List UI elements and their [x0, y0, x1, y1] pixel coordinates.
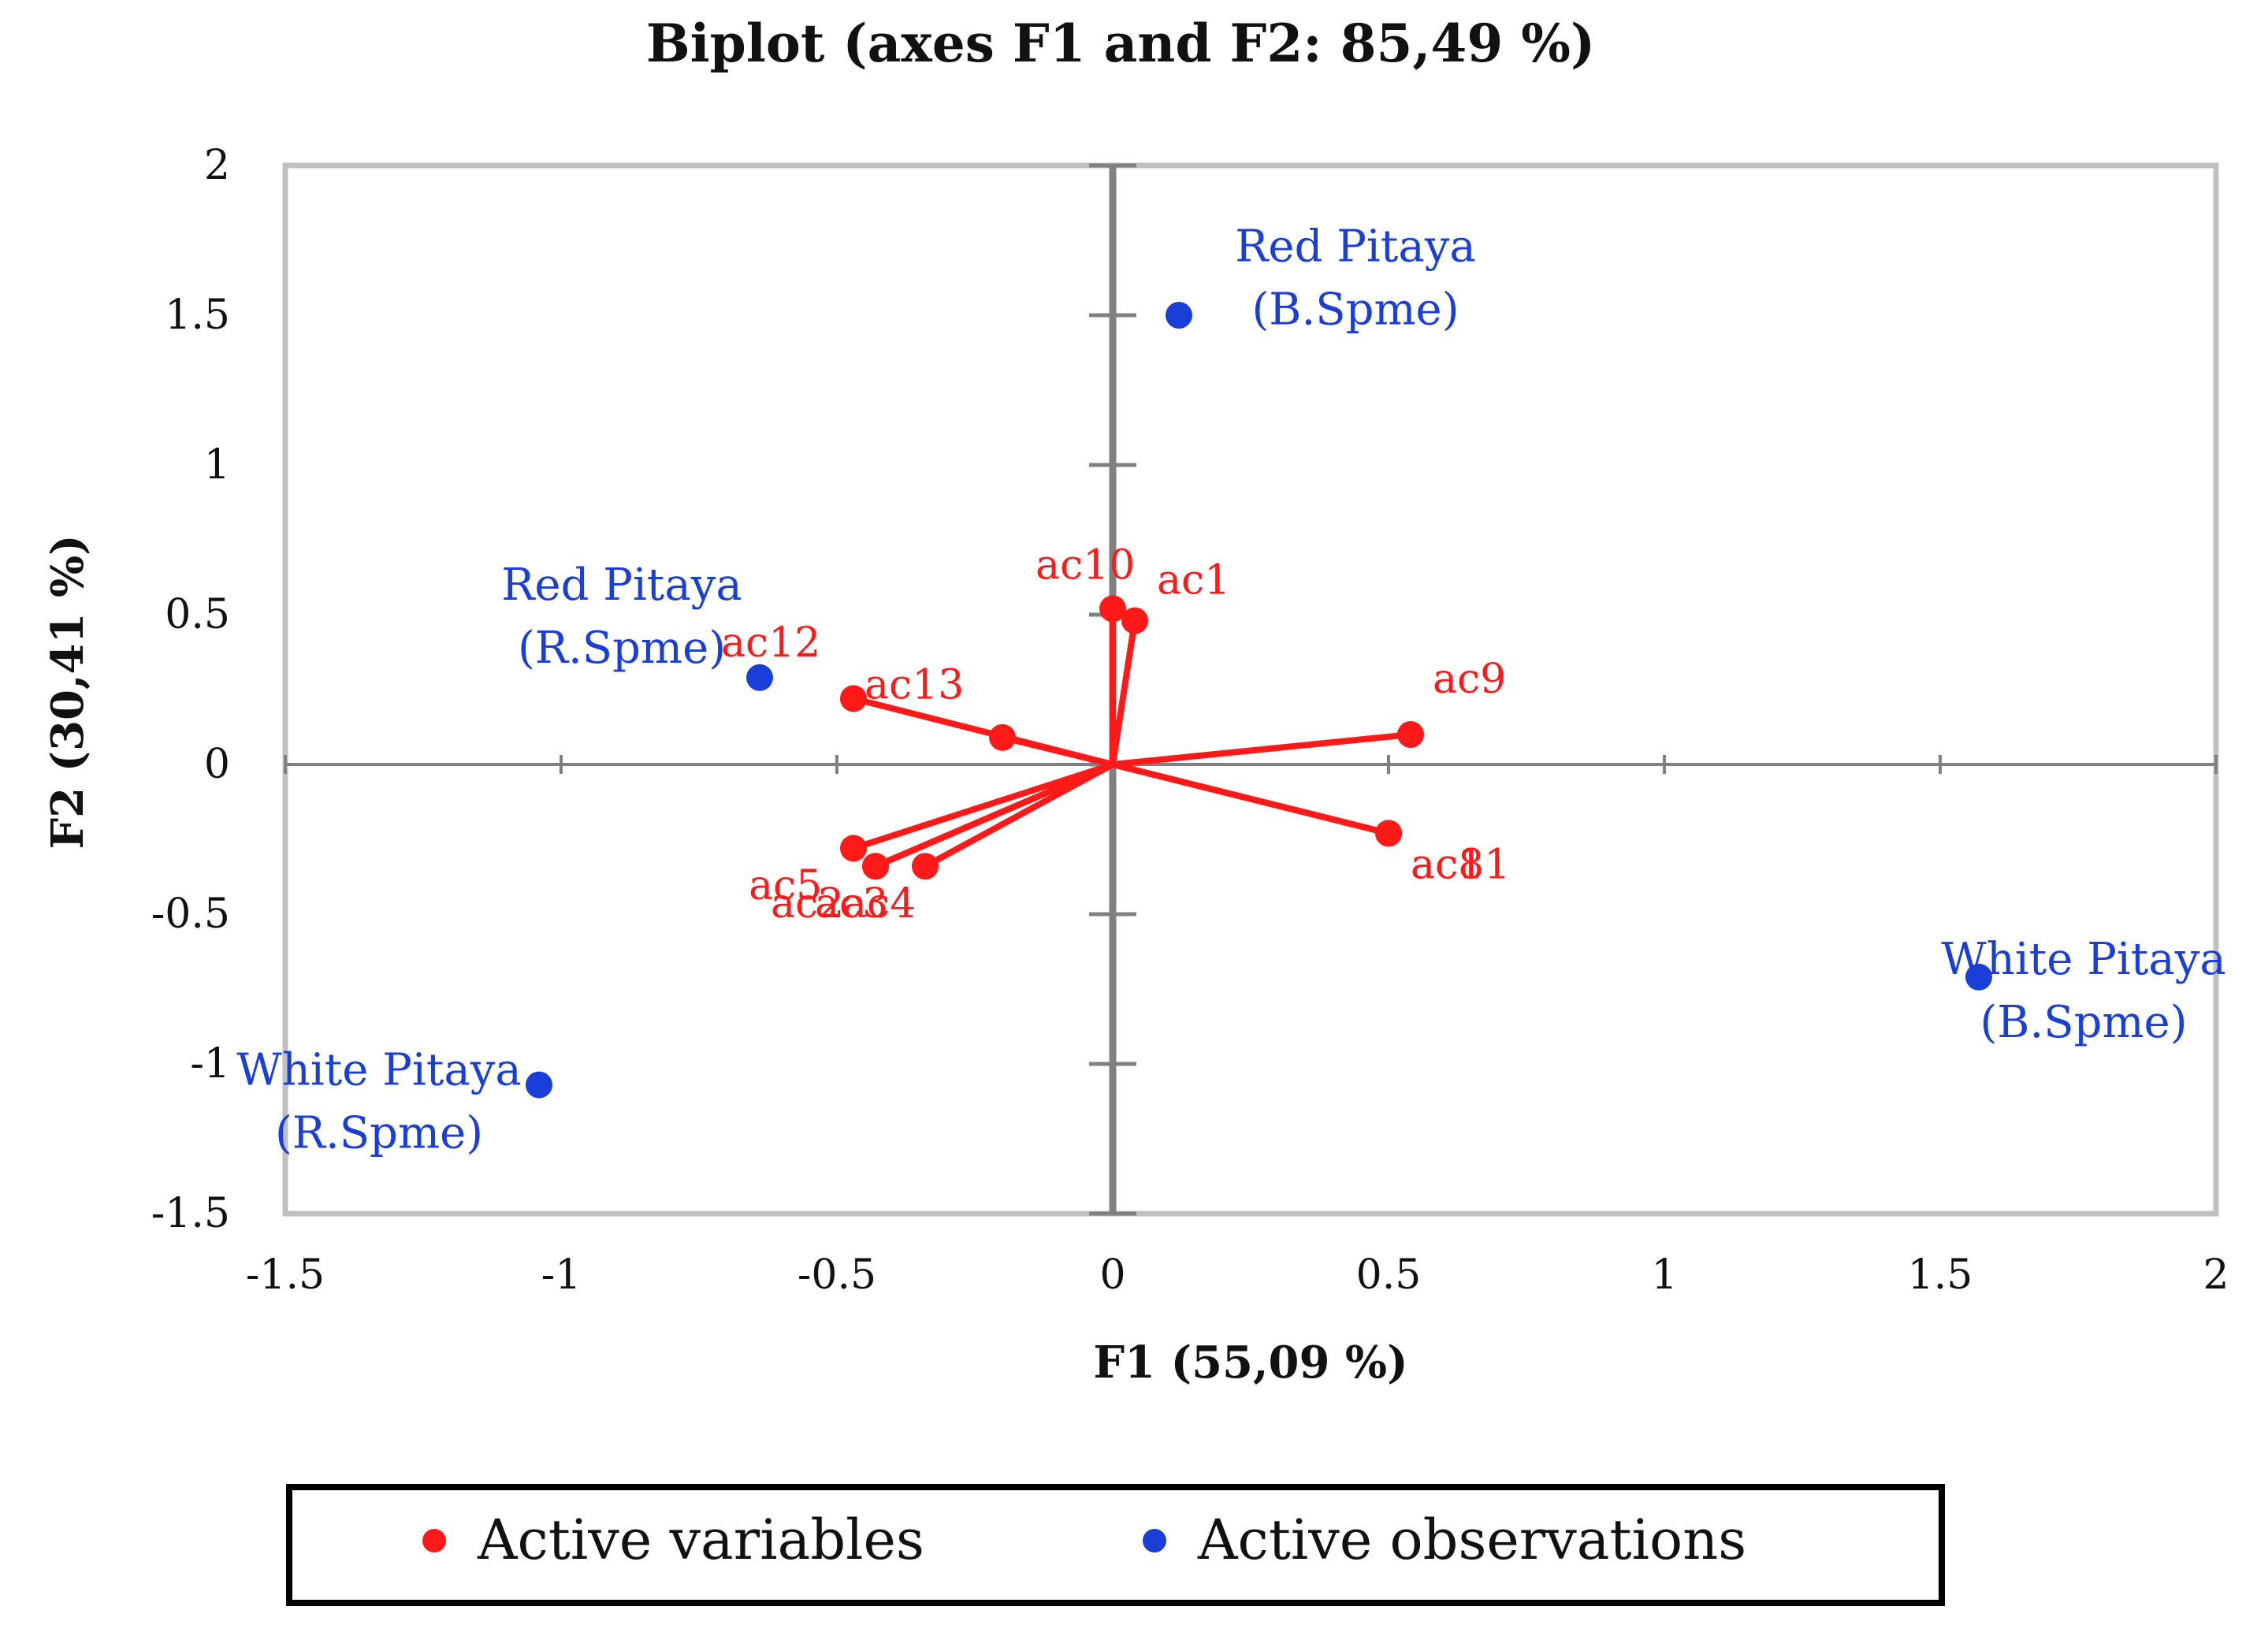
- observation-point-white-pitaya-r-spme: [526, 1071, 552, 1099]
- ticks-layer: -1.5 -1 -0.5 0 0.5 1 1.5 2 -1.5 -1 -0.5 0 0.5 1 1.5 2: [151, 142, 2229, 1299]
- variable-label-ac13: ac13: [864, 661, 964, 708]
- variable-label-ac12: ac12: [721, 619, 820, 667]
- variable-label-ac10: ac10: [1035, 541, 1135, 589]
- y-tick-label-0: -1.5: [151, 1190, 230, 1237]
- variable-label-ac4: ac4: [842, 880, 916, 928]
- observation-label-white-pitaya-r-spme-line2: (R.Spme): [275, 1107, 483, 1158]
- vector-point-ac4: [912, 853, 939, 880]
- x-tick-label-7: 2: [2203, 1251, 2229, 1299]
- observation-label-red-pitaya-r-spme-line1: Red Pitaya: [501, 560, 742, 611]
- legend-label-active-variables: Active variables: [477, 1508, 924, 1572]
- observation-label-red-pitaya-b-spme-line2: (B.Spme): [1251, 284, 1459, 335]
- observation-point-white-pitaya-b-spme: [1965, 963, 1992, 991]
- vector-point-ac11: [1375, 820, 1402, 847]
- observation-label-white-pitaya-b-spme-line1: White Pitaya: [1941, 934, 2225, 985]
- vector-point-ac3: [862, 853, 889, 880]
- vector-ac13: [850, 695, 1116, 768]
- vector-point-ac10: [1099, 595, 1126, 623]
- vector-point-ac1: [1121, 607, 1148, 634]
- x-tick-label-4: 0.5: [1356, 1251, 1422, 1299]
- plot-frame: [282, 162, 2219, 1217]
- vector-point-ac9: [1397, 721, 1424, 748]
- observations-layer: [526, 302, 1992, 1099]
- vector-ac9: [1110, 731, 1414, 768]
- legend-frame: [286, 1484, 1945, 1606]
- vector-ac3: [872, 761, 1116, 870]
- vector-ac5: [850, 761, 1116, 852]
- x-tick-label-5: 1: [1651, 1251, 1677, 1299]
- chart-title: Biplot (axes F1 and F2: 85,49 %): [646, 13, 1595, 74]
- legend-dot-active-variables: [422, 1529, 446, 1552]
- vector-point-ac13: [840, 685, 867, 712]
- y-tick-label-2: -0.5: [151, 891, 230, 938]
- observation-point-red-pitaya-r-spme: [746, 664, 773, 691]
- variable-label-ac8: ac8: [1411, 841, 1484, 888]
- variable-label-ac1: ac1: [1157, 556, 1230, 604]
- observation-label-white-pitaya-r-spme-line1: White Pitaya: [236, 1045, 521, 1096]
- vector-ac4: [922, 761, 1116, 870]
- legend: Active variables Active observations: [286, 1484, 1945, 1606]
- observation-label-white-pitaya-b-spme-line2: (B.Spme): [1980, 997, 2187, 1048]
- legend-dot-active-observations: [1143, 1529, 1166, 1552]
- x-axis-title: F1 (55,09 %): [1093, 1337, 1407, 1389]
- x-tick-label-1: -1: [541, 1251, 582, 1299]
- x-tick-label-6: 1.5: [1908, 1251, 1973, 1299]
- variable-label-ac5: ac5: [749, 862, 822, 909]
- axes-layer: [285, 165, 2216, 1214]
- observation-label-red-pitaya-b-spme-line1: Red Pitaya: [1235, 221, 1475, 273]
- x-tick-label-3: 0: [1099, 1251, 1125, 1299]
- observation-label-red-pitaya-r-spme-line2: (R.Spme): [518, 623, 726, 674]
- y-tick-label-5: 1: [204, 441, 230, 489]
- legend-label-active-observations: Active observations: [1197, 1508, 1746, 1572]
- variable-label-ac3: ac3: [815, 880, 888, 928]
- y-tick-label-1: -1: [190, 1040, 230, 1088]
- y-tick-label-7: 2: [204, 142, 230, 189]
- y-tick-label-3: 0: [204, 741, 230, 788]
- observation-point-red-pitaya-b-spme: [1166, 302, 1192, 329]
- y-axis-title: F2 (30,41 %): [42, 534, 94, 849]
- y-tick-label-6: 1.5: [165, 292, 230, 339]
- variable-label-ac2: ac2: [771, 880, 844, 928]
- x-tick-label-2: -0.5: [798, 1251, 876, 1299]
- vector-ac11: [1110, 761, 1392, 837]
- y-tick-label-4: 0.5: [165, 591, 230, 638]
- variable-label-ac9: ac9: [1433, 656, 1506, 703]
- x-tick-label-0: -1.5: [246, 1251, 325, 1299]
- vector-point-ac5: [840, 835, 867, 862]
- vectors-layer: [840, 595, 1424, 880]
- variable-label-ac11: ac11: [1411, 841, 1510, 888]
- vector-ac1: [1110, 617, 1138, 768]
